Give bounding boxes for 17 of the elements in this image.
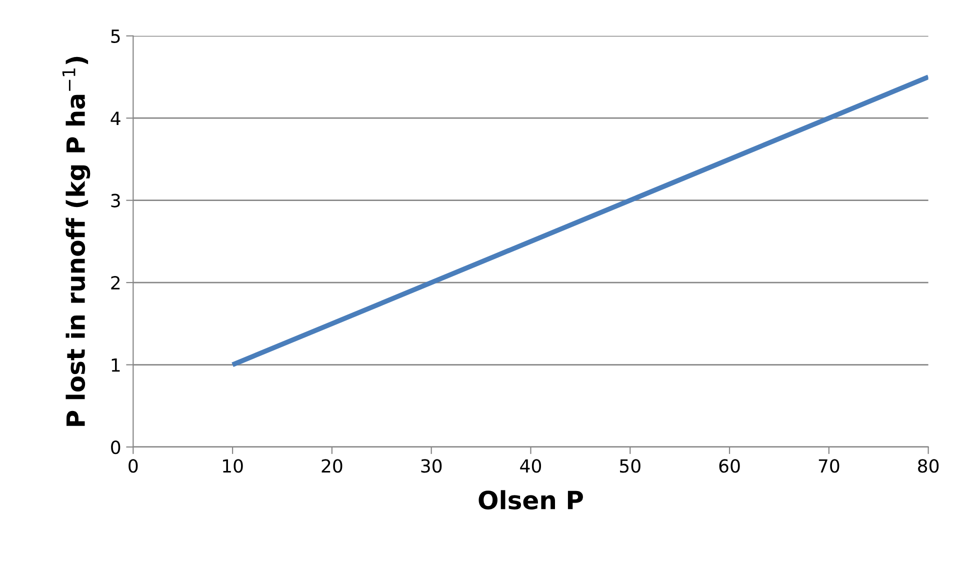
- x-tick-label: 40: [520, 459, 542, 473]
- y-tick-label: 0: [111, 440, 120, 454]
- x-tick-label: 30: [421, 459, 442, 473]
- y-tick-label: 3: [111, 194, 120, 208]
- y-tick-label: 1: [112, 358, 120, 372]
- y-axis-title: P lost in runoff (kg P ha$^{−1}$): [62, 56, 90, 426]
- x-axis-title: Olsen P: [478, 490, 583, 510]
- y-tick-label: 4: [110, 112, 120, 125]
- x-tick-label: 70: [818, 459, 840, 473]
- x-tick-label: 20: [322, 459, 342, 473]
- x-tick-label: 50: [620, 459, 640, 473]
- x-tick-label: 60: [719, 459, 740, 473]
- x-tick-label: 0: [128, 459, 138, 473]
- y-tick-label: 2: [111, 276, 120, 290]
- y-tick-label: 5: [111, 30, 120, 44]
- x-tick-label: 10: [223, 459, 243, 473]
- x-tick-label: 80: [918, 459, 939, 473]
